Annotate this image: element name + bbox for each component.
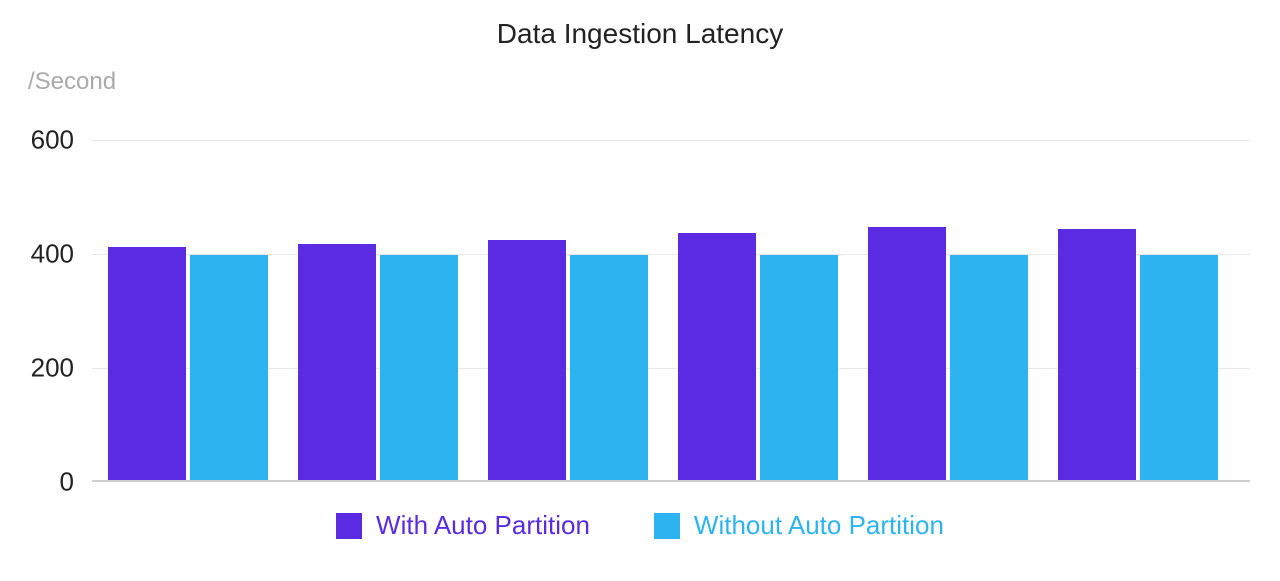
chart-title: Data Ingestion Latency bbox=[0, 18, 1280, 50]
bars-layer bbox=[92, 112, 1250, 482]
legend-swatch bbox=[654, 513, 680, 539]
bar-with-auto-partition bbox=[678, 233, 756, 482]
legend: With Auto Partition Without Auto Partitio… bbox=[0, 510, 1280, 544]
legend-swatch bbox=[336, 513, 362, 539]
plot-area: 0200400600 bbox=[92, 112, 1250, 482]
y-tick-label: 0 bbox=[12, 467, 92, 498]
bar-without-auto-partition bbox=[570, 255, 648, 482]
bar-with-auto-partition bbox=[298, 244, 376, 482]
bar-with-auto-partition bbox=[488, 240, 566, 482]
legend-label: Without Auto Partition bbox=[694, 510, 944, 541]
y-tick-label: 400 bbox=[12, 239, 92, 270]
x-axis-baseline bbox=[92, 480, 1250, 482]
bar-with-auto-partition bbox=[108, 247, 186, 482]
y-tick-label: 600 bbox=[12, 125, 92, 156]
bar-with-auto-partition bbox=[868, 227, 946, 482]
bar-with-auto-partition bbox=[1058, 229, 1136, 482]
bar-without-auto-partition bbox=[190, 255, 268, 482]
bar-without-auto-partition bbox=[950, 255, 1028, 482]
legend-item: Without Auto Partition bbox=[654, 510, 944, 541]
y-axis-unit: /Second bbox=[28, 68, 116, 96]
latency-chart: Data Ingestion Latency /Second 020040060… bbox=[0, 0, 1280, 581]
y-tick-label: 200 bbox=[12, 353, 92, 384]
legend-label: With Auto Partition bbox=[376, 510, 590, 541]
legend-item: With Auto Partition bbox=[336, 510, 590, 541]
bar-without-auto-partition bbox=[760, 255, 838, 482]
bar-without-auto-partition bbox=[380, 255, 458, 482]
bar-without-auto-partition bbox=[1140, 255, 1218, 482]
